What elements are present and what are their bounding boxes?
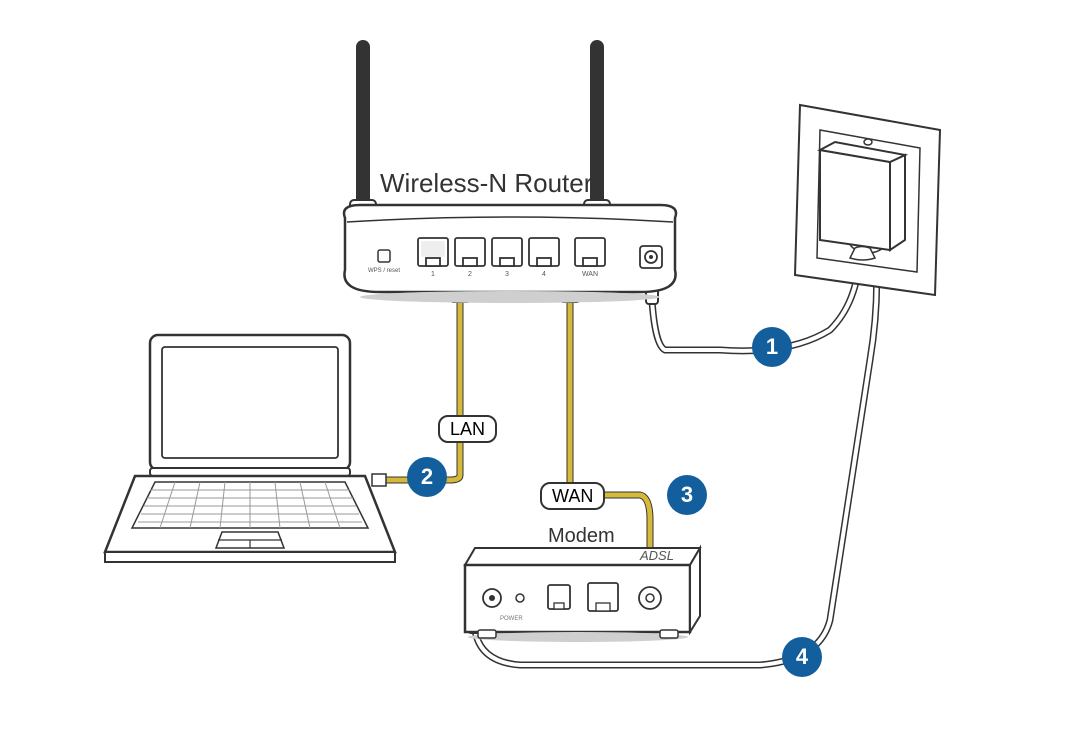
svg-text:1: 1 (431, 271, 435, 278)
power-adapter (820, 142, 905, 260)
router-dc-jack (640, 246, 662, 268)
badge-2: 2 (407, 457, 447, 497)
adsl-label: ADSL (639, 548, 674, 563)
badge-3: 3 (667, 475, 707, 515)
svg-text:2: 2 (468, 271, 472, 278)
svg-text:POWER: POWER (500, 616, 523, 622)
badge-1: 1 (752, 327, 792, 367)
router-antenna-left (350, 40, 376, 218)
svg-text:3: 3 (505, 271, 509, 278)
connection-diagram: 1 2 3 4 WAN WPS / reset (0, 0, 1092, 730)
lan-label: LAN (438, 415, 497, 443)
router-title: Wireless-N Router (380, 168, 592, 199)
cable-lan (380, 278, 469, 480)
modem-label: Modem (548, 525, 615, 548)
badge-4: 4 (782, 637, 822, 677)
svg-text:4: 4 (542, 271, 546, 278)
laptop (105, 335, 395, 562)
router-ports (418, 238, 605, 266)
wan-label: WAN (540, 482, 605, 510)
wps-label: WPS / reset (368, 268, 400, 274)
svg-text:WAN: WAN (582, 271, 598, 278)
modem: ADSL POWER (465, 548, 700, 642)
